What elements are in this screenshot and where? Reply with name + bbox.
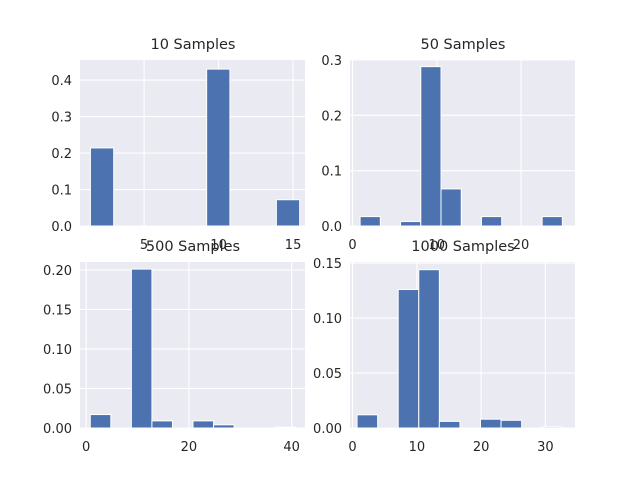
plot-area bbox=[350, 60, 575, 226]
histogram-bar bbox=[213, 424, 235, 429]
x-tick-label: 0 bbox=[348, 238, 356, 253]
y-tick-label: 0.05 bbox=[43, 382, 72, 397]
y-tick-label: 0.3 bbox=[51, 111, 72, 126]
y-tick-label: 0.10 bbox=[313, 312, 342, 327]
histogram-bar bbox=[480, 216, 503, 227]
x-tick-label: 15 bbox=[285, 238, 302, 253]
plot-area bbox=[350, 262, 575, 428]
y-tick-label: 0.1 bbox=[51, 184, 72, 199]
histogram-bar bbox=[400, 221, 422, 227]
x-tick-label: 10 bbox=[409, 440, 426, 455]
plot-area bbox=[80, 60, 305, 226]
x-tick-label: 10 bbox=[210, 238, 227, 253]
x-tick-label: 40 bbox=[283, 440, 300, 455]
x-tick-label: 20 bbox=[513, 238, 530, 253]
y-tick-label: 0.3 bbox=[321, 54, 342, 69]
x-tick-label: 20 bbox=[181, 440, 198, 455]
panel-1000-samples: 0.00 0.05 0.10 0.15 0 10 20 30 1000 Samples bbox=[313, 239, 575, 455]
y-tick-label: 0.15 bbox=[313, 257, 342, 272]
histogram-bar bbox=[418, 269, 440, 429]
y-tick-label: 0.2 bbox=[51, 147, 72, 162]
y-tick-label: 0.05 bbox=[313, 367, 342, 382]
histogram-bar bbox=[130, 268, 153, 429]
x-tick-label: 5 bbox=[140, 238, 148, 253]
x-tick-label: 0 bbox=[82, 440, 90, 455]
histogram-bar bbox=[438, 420, 461, 429]
histogram-bar bbox=[440, 188, 462, 227]
histogram-bar bbox=[274, 426, 297, 429]
histogram-bar bbox=[480, 418, 502, 429]
histogram-bar bbox=[420, 66, 442, 227]
panel-50-samples: 0.0 0.1 0.2 0.3 0 10 20 50 Samples bbox=[321, 37, 575, 253]
histogram-bar bbox=[192, 420, 215, 429]
y-tick-label: 0.20 bbox=[43, 264, 72, 279]
x-tick-label: 20 bbox=[473, 440, 490, 455]
x-tick-label: 0 bbox=[348, 440, 356, 455]
panel-title: 500 Samples bbox=[146, 239, 240, 255]
histogram-bar bbox=[356, 414, 379, 429]
histogram-bar bbox=[541, 216, 563, 227]
y-tick-label: 0.0 bbox=[51, 220, 72, 235]
panel-title: 50 Samples bbox=[421, 37, 506, 53]
panel-title: 1000 Samples bbox=[411, 239, 514, 255]
histogram-bar bbox=[397, 288, 420, 429]
panel-500-samples: 0.00 0.05 0.10 0.15 0.20 0 20 40 500 Samples bbox=[43, 239, 305, 455]
y-tick-label: 0.00 bbox=[43, 422, 72, 437]
histogram-bar bbox=[89, 147, 115, 227]
y-tick-label: 0.00 bbox=[313, 422, 342, 437]
y-tick-label: 0.2 bbox=[321, 109, 342, 124]
y-tick-label: 0.10 bbox=[43, 343, 72, 358]
histogram-bar bbox=[89, 414, 112, 429]
histogram-bar bbox=[151, 420, 173, 429]
histogram-bar bbox=[359, 216, 381, 227]
histogram-bar bbox=[541, 426, 564, 429]
panel-title: 10 Samples bbox=[151, 37, 236, 53]
x-tick-label: 30 bbox=[537, 440, 554, 455]
panel-10-samples: 0.0 0.1 0.2 0.3 0.4 5 10 15 10 Samples bbox=[51, 37, 305, 253]
y-tick-label: 0.15 bbox=[43, 303, 72, 318]
plot-area bbox=[80, 262, 305, 428]
y-tick-label: 0.1 bbox=[321, 165, 342, 180]
x-tick-label: 10 bbox=[429, 238, 446, 253]
y-tick-label: 0.4 bbox=[51, 74, 72, 89]
histogram-bar bbox=[500, 419, 523, 429]
y-tick-label: 0.0 bbox=[321, 220, 342, 235]
histogram-bar bbox=[206, 68, 231, 227]
histogram-bar bbox=[275, 199, 301, 227]
